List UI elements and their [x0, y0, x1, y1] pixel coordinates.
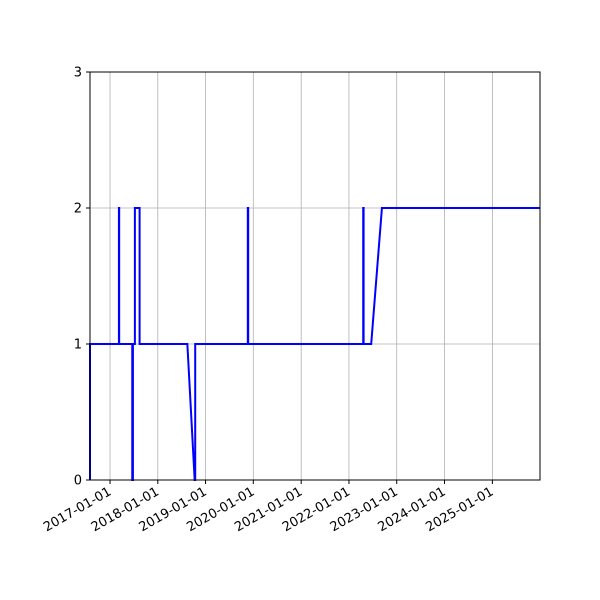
gridlines	[90, 71, 540, 481]
series-line-0	[89, 207, 540, 481]
series-layer	[89, 207, 540, 481]
y-tick-label: 3	[74, 66, 82, 81]
y-tick-label: 0	[74, 474, 82, 489]
y-tick-label: 1	[74, 338, 82, 353]
axis-ticks: 01232017-01-012018-01-012019-01-012020-0…	[41, 66, 496, 536]
plot-frame	[89, 71, 541, 481]
y-tick-label: 2	[74, 202, 82, 217]
